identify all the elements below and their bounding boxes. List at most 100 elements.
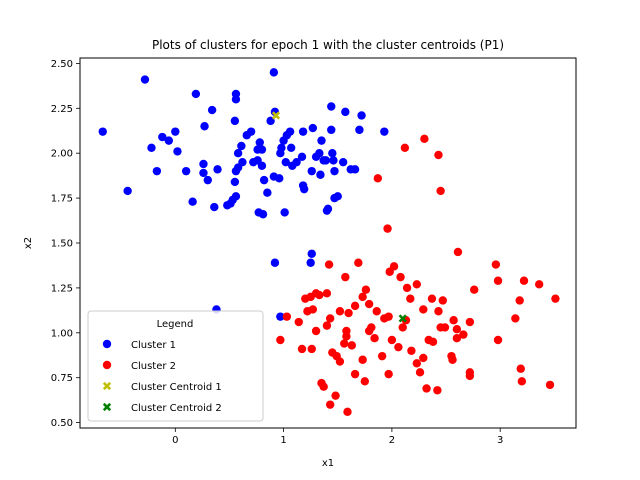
data-point — [428, 337, 438, 346]
y-tick-label: 2.50 — [51, 59, 73, 70]
data-point — [297, 344, 307, 354]
data-point — [422, 384, 431, 393]
data-point — [308, 123, 318, 133]
data-point — [387, 335, 397, 345]
data-point — [237, 141, 246, 151]
data-point — [341, 272, 350, 282]
data-point — [519, 276, 529, 285]
data-point — [383, 224, 392, 233]
data-point — [181, 166, 191, 176]
data-point — [396, 272, 405, 282]
data-point — [436, 323, 445, 332]
data-point — [448, 355, 457, 364]
data-point — [493, 276, 503, 285]
data-point — [210, 202, 219, 212]
data-point — [203, 175, 212, 185]
y-tick-label: 2.25 — [51, 104, 73, 115]
data-point — [373, 174, 383, 183]
data-point — [231, 192, 241, 201]
legend-centroid-marker — [102, 381, 112, 391]
data-point — [213, 165, 222, 174]
x-tick-label: 3 — [497, 435, 503, 446]
data-point — [322, 321, 332, 330]
data-point — [276, 312, 285, 321]
legend-entry: Cluster 2 — [102, 360, 176, 372]
data-point — [188, 197, 197, 206]
data-point — [328, 148, 337, 158]
data-point — [259, 175, 269, 185]
legend-title: Legend — [157, 319, 194, 330]
data-point — [255, 138, 264, 147]
data-point — [98, 127, 107, 136]
data-point — [230, 177, 240, 187]
data-point — [330, 166, 339, 176]
legend-entry: Cluster Centroid 1 — [102, 381, 222, 393]
data-point — [350, 369, 360, 379]
y-tick-label: 1.75 — [51, 194, 73, 205]
data-point — [493, 335, 503, 345]
data-point — [281, 157, 290, 167]
data-point — [515, 296, 524, 305]
data-point — [307, 249, 316, 258]
data-point — [364, 299, 374, 309]
data-point — [327, 125, 336, 135]
data-point — [282, 312, 292, 321]
data-point — [470, 285, 479, 294]
data-point — [316, 170, 325, 179]
data-point — [407, 346, 416, 355]
data-point — [367, 323, 376, 332]
data-point — [402, 283, 412, 293]
data-point — [311, 326, 321, 336]
data-point — [406, 294, 415, 303]
data-point — [233, 148, 243, 158]
data-point — [453, 247, 463, 257]
data-point — [342, 326, 351, 336]
data-point — [306, 258, 315, 267]
data-point — [199, 168, 208, 178]
x-axis: 0 1 2 3 — [172, 428, 503, 446]
data-point — [338, 157, 348, 167]
y-tick-label: 2.00 — [51, 149, 73, 160]
data-point — [415, 368, 425, 377]
data-point — [377, 351, 387, 361]
data-point — [317, 136, 326, 145]
data-point — [360, 377, 370, 386]
data-point — [298, 127, 308, 136]
data-point — [330, 193, 339, 203]
data-point — [171, 127, 180, 136]
data-point — [389, 262, 399, 271]
data-point — [412, 280, 422, 289]
data-point — [459, 330, 468, 339]
data-point — [321, 156, 331, 165]
plot-area — [98, 68, 560, 417]
data-point — [257, 145, 267, 154]
data-point — [315, 148, 324, 158]
data-point — [344, 308, 353, 318]
legend-label: Cluster 1 — [131, 340, 176, 351]
data-point — [384, 369, 393, 379]
data-point — [311, 289, 321, 298]
y-tick-label: 0.75 — [51, 373, 73, 384]
data-point — [322, 206, 332, 215]
data-point — [357, 111, 366, 120]
data-point — [123, 186, 132, 196]
data-point — [257, 161, 267, 170]
data-point — [269, 68, 279, 77]
data-point — [419, 353, 428, 363]
data-point — [325, 400, 335, 409]
data-point — [292, 157, 301, 167]
data-point — [449, 316, 458, 325]
data-point — [276, 335, 285, 345]
x-tick-label: 1 — [280, 435, 286, 446]
data-point — [534, 280, 544, 289]
data-point — [285, 127, 295, 136]
legend-marker — [102, 360, 112, 370]
legend-marker — [102, 339, 112, 349]
data-point — [325, 314, 335, 323]
data-point — [322, 289, 332, 298]
data-point — [343, 407, 352, 417]
data-point — [394, 342, 403, 352]
data-point — [412, 359, 422, 368]
legend-centroid-marker — [102, 402, 112, 412]
